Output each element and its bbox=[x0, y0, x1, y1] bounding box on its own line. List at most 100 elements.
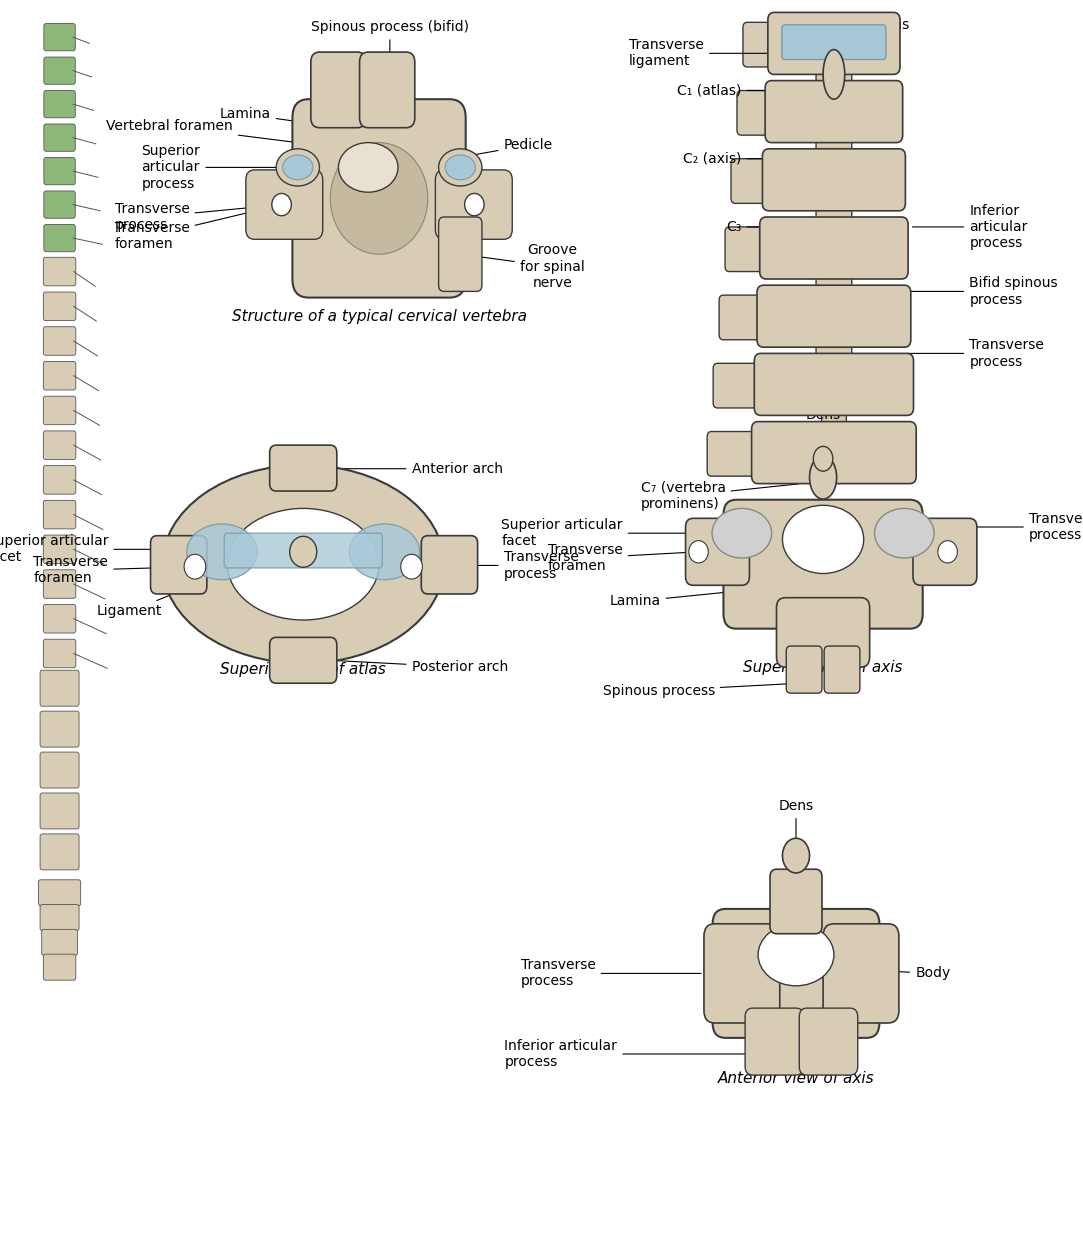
Ellipse shape bbox=[401, 554, 422, 579]
Ellipse shape bbox=[338, 143, 399, 192]
FancyBboxPatch shape bbox=[270, 637, 337, 683]
Ellipse shape bbox=[330, 143, 428, 254]
FancyBboxPatch shape bbox=[43, 24, 75, 51]
FancyBboxPatch shape bbox=[43, 91, 75, 118]
FancyBboxPatch shape bbox=[421, 536, 478, 594]
FancyBboxPatch shape bbox=[817, 329, 852, 366]
FancyBboxPatch shape bbox=[40, 905, 79, 930]
FancyBboxPatch shape bbox=[38, 880, 81, 906]
FancyBboxPatch shape bbox=[43, 57, 75, 84]
FancyBboxPatch shape bbox=[43, 397, 76, 424]
Ellipse shape bbox=[162, 465, 444, 663]
FancyBboxPatch shape bbox=[417, 130, 455, 192]
Ellipse shape bbox=[782, 838, 809, 873]
FancyBboxPatch shape bbox=[707, 432, 762, 476]
FancyBboxPatch shape bbox=[43, 955, 76, 981]
FancyBboxPatch shape bbox=[43, 293, 76, 321]
FancyBboxPatch shape bbox=[726, 527, 780, 626]
Text: Posterior arch: Posterior arch bbox=[323, 660, 508, 675]
FancyBboxPatch shape bbox=[754, 353, 913, 415]
FancyBboxPatch shape bbox=[246, 170, 323, 239]
Text: Structure of a typical cervical vertebra: Structure of a typical cervical vertebra bbox=[232, 309, 526, 324]
FancyBboxPatch shape bbox=[686, 518, 749, 585]
Text: Inferior articular
process: Inferior articular process bbox=[505, 1039, 755, 1069]
Text: Superior view of atlas: Superior view of atlas bbox=[220, 662, 387, 677]
Text: Lamina: Lamina bbox=[610, 589, 755, 609]
Text: Dens: Dens bbox=[806, 408, 840, 453]
Text: Spinous process: Spinous process bbox=[602, 682, 820, 698]
Text: Transverse
ligament: Transverse ligament bbox=[629, 38, 809, 68]
FancyBboxPatch shape bbox=[224, 533, 382, 568]
FancyBboxPatch shape bbox=[40, 794, 79, 830]
FancyBboxPatch shape bbox=[723, 500, 923, 629]
FancyBboxPatch shape bbox=[41, 930, 78, 956]
FancyBboxPatch shape bbox=[43, 157, 75, 185]
Text: Transverse
process: Transverse process bbox=[967, 512, 1083, 542]
FancyBboxPatch shape bbox=[866, 527, 921, 626]
Ellipse shape bbox=[874, 508, 934, 558]
FancyBboxPatch shape bbox=[745, 1008, 804, 1075]
Text: Transverse
process: Transverse process bbox=[908, 339, 1044, 368]
Text: Spinous process (bifid): Spinous process (bifid) bbox=[311, 20, 469, 62]
FancyBboxPatch shape bbox=[719, 295, 768, 340]
Text: C₂ (axis): C₂ (axis) bbox=[683, 151, 831, 166]
FancyBboxPatch shape bbox=[43, 124, 75, 151]
Ellipse shape bbox=[689, 541, 708, 563]
Text: Body: Body bbox=[329, 201, 378, 274]
FancyBboxPatch shape bbox=[817, 260, 852, 298]
Ellipse shape bbox=[813, 446, 833, 471]
FancyBboxPatch shape bbox=[435, 170, 512, 239]
FancyBboxPatch shape bbox=[913, 518, 977, 585]
Ellipse shape bbox=[823, 50, 845, 99]
FancyBboxPatch shape bbox=[43, 327, 76, 356]
Text: Transverse
process: Transverse process bbox=[521, 959, 701, 988]
FancyBboxPatch shape bbox=[743, 22, 779, 67]
Text: Dens: Dens bbox=[779, 799, 813, 853]
Text: C₇ (vertebra
prominens): C₇ (vertebra prominens) bbox=[641, 481, 798, 511]
Text: Superior articular
facet: Superior articular facet bbox=[0, 534, 219, 564]
Text: Transverse
foramen: Transverse foramen bbox=[548, 543, 695, 573]
Text: C₃: C₃ bbox=[727, 219, 809, 234]
Ellipse shape bbox=[439, 149, 482, 186]
FancyBboxPatch shape bbox=[43, 605, 76, 634]
FancyBboxPatch shape bbox=[713, 909, 879, 1038]
FancyBboxPatch shape bbox=[731, 159, 773, 203]
FancyBboxPatch shape bbox=[311, 52, 366, 128]
Text: Superior
articular
process: Superior articular process bbox=[142, 144, 295, 191]
Text: Transverse
process: Transverse process bbox=[115, 202, 278, 232]
Text: Transverse
foramen: Transverse foramen bbox=[34, 556, 192, 585]
FancyBboxPatch shape bbox=[736, 91, 775, 135]
FancyBboxPatch shape bbox=[817, 124, 852, 161]
FancyBboxPatch shape bbox=[384, 103, 449, 155]
Text: Body: Body bbox=[815, 966, 951, 981]
FancyBboxPatch shape bbox=[726, 227, 771, 272]
FancyBboxPatch shape bbox=[40, 712, 79, 746]
Text: Transverse
foramen: Transverse foramen bbox=[115, 206, 279, 250]
Ellipse shape bbox=[227, 508, 379, 620]
Text: Transverse
process: Transverse process bbox=[458, 551, 578, 580]
Ellipse shape bbox=[184, 554, 206, 579]
FancyBboxPatch shape bbox=[439, 217, 482, 291]
FancyBboxPatch shape bbox=[752, 422, 916, 484]
Text: Superior view of axis: Superior view of axis bbox=[743, 660, 903, 675]
Text: Anterior arch: Anterior arch bbox=[328, 461, 503, 476]
FancyBboxPatch shape bbox=[817, 192, 852, 229]
Text: Anterior view of axis: Anterior view of axis bbox=[718, 1071, 874, 1086]
Text: Pedicle: Pedicle bbox=[442, 138, 552, 161]
Text: Groove
for spinal
nerve: Groove for spinal nerve bbox=[464, 243, 585, 290]
FancyBboxPatch shape bbox=[43, 362, 76, 389]
FancyBboxPatch shape bbox=[292, 99, 466, 298]
FancyBboxPatch shape bbox=[303, 130, 341, 192]
Ellipse shape bbox=[283, 155, 313, 180]
FancyBboxPatch shape bbox=[757, 285, 911, 347]
Ellipse shape bbox=[713, 508, 771, 558]
FancyBboxPatch shape bbox=[43, 500, 76, 528]
FancyBboxPatch shape bbox=[40, 835, 79, 870]
FancyBboxPatch shape bbox=[762, 149, 905, 211]
Ellipse shape bbox=[782, 506, 864, 573]
Text: Ligament: Ligament bbox=[97, 552, 279, 619]
Ellipse shape bbox=[938, 541, 957, 563]
Ellipse shape bbox=[272, 193, 291, 216]
FancyBboxPatch shape bbox=[40, 671, 79, 707]
Text: Inferior
articular
process: Inferior articular process bbox=[913, 203, 1028, 250]
